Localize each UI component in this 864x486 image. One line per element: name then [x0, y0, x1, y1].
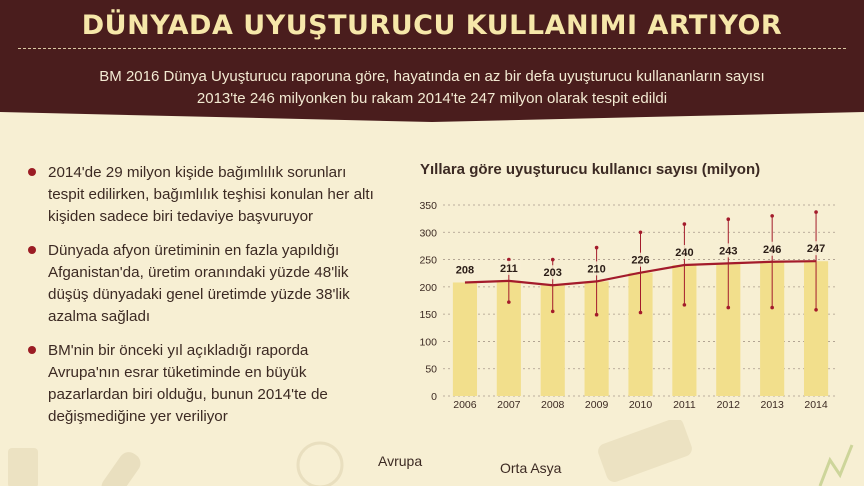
bullet-text: Dünyada afyon üretiminin en fazla yapıld…	[48, 242, 350, 325]
data-label-bg	[540, 265, 565, 280]
series-line	[464, 260, 817, 287]
x-tick-label: 2007	[497, 399, 521, 411]
range-low-point	[638, 310, 643, 315]
x-tick-label: 2006	[453, 399, 477, 411]
bullet-text: BM'nin bir önceki yıl açıkladığı raporda…	[48, 342, 328, 425]
data-label-bg	[628, 252, 653, 267]
map-label-avrupa: Avrupa	[378, 453, 423, 469]
range-high-point	[770, 214, 774, 218]
data-label: 240	[675, 247, 693, 259]
page-title: DÜNYADA UYUŞTURUCU KULLANIMI ARTIYOR	[81, 10, 783, 41]
range-low-point	[814, 307, 818, 312]
bullet-list: 2014'de 29 milyon kişide bağımlılık soru…	[28, 162, 378, 440]
range-high-point	[594, 245, 599, 250]
bullet-item: Dünyada afyon üretiminin en fazla yapıld…	[28, 240, 378, 328]
bullet-item: BM'nin bir önceki yıl açıkladığı raporda…	[28, 340, 378, 428]
bullet-dot-icon	[28, 246, 36, 254]
y-tick-label: 100	[419, 336, 437, 348]
page-subtitle: BM 2016 Dünya Uyuşturucu raporuna göre, …	[40, 66, 824, 110]
data-label: 211	[500, 263, 518, 275]
y-tick-label: 0	[431, 391, 437, 403]
range-high-point	[814, 210, 818, 214]
range-low-point	[550, 309, 555, 314]
data-label-bg	[584, 261, 609, 276]
chart-title: Yıllara göre uyuşturucu kullanıcı sayısı…	[420, 161, 760, 178]
bullet-dot-icon	[28, 346, 36, 354]
capsule-icon	[101, 452, 141, 486]
y-tick-label: 200	[419, 282, 437, 294]
y-tick-label: 150	[419, 309, 437, 321]
range-high-point	[550, 257, 555, 262]
chart-bars: 2006 2007 2008 2009 2010 2011 2012 2013 2014	[452, 261, 829, 411]
data-label: 203	[544, 267, 562, 279]
data-label-bg	[716, 243, 741, 258]
range-low-point	[726, 305, 731, 310]
bullet-text: 2014'de 29 milyon kişide bağımlılık soru…	[48, 164, 374, 225]
subtitle-line-1: BM 2016 Dünya Uyuşturucu raporuna göre, …	[99, 68, 765, 85]
data-label: 226	[631, 255, 649, 267]
data-label-bg	[804, 241, 829, 256]
bullet-item: 2014'de 29 milyon kişide bağımlılık soru…	[28, 162, 378, 228]
trend-icon	[818, 444, 854, 486]
y-tick-label: 250	[419, 255, 437, 267]
subtitle-line-2: 2013'te 246 milyonken bu rakam 2014'te 2…	[196, 90, 668, 107]
y-tick-label: 350	[419, 200, 437, 212]
x-tick-label: 2011	[673, 399, 696, 411]
header-notch	[0, 112, 864, 122]
data-label: 243	[719, 245, 737, 257]
x-tick-label: 2010	[629, 399, 653, 411]
x-tick-label: 2008	[541, 399, 565, 411]
range-high-point	[726, 217, 731, 221]
bar	[452, 282, 478, 396]
data-label-bg	[672, 245, 697, 260]
data-label: 246	[763, 244, 781, 256]
x-tick-label: 2014	[804, 399, 828, 411]
data-label: 210	[587, 263, 605, 275]
data-label-bg	[760, 241, 785, 256]
data-label: 208	[456, 264, 474, 276]
range-low-point	[770, 305, 774, 310]
y-tick-label: 50	[425, 364, 437, 376]
range-high-point	[507, 257, 511, 262]
range-low-point	[507, 300, 511, 304]
range-high-point	[682, 222, 687, 226]
data-label-bg	[496, 260, 521, 275]
range-high-point	[638, 230, 643, 235]
decorative-illustrations	[8, 420, 854, 486]
leaf-icon	[296, 441, 344, 486]
header-banner: DÜNYADA UYUŞTURUCU KULLANIMI ARTIYOR BM …	[0, 0, 864, 112]
x-tick-label: 2012	[717, 399, 741, 411]
x-tick-label: 2009	[585, 399, 609, 411]
range-low-point	[682, 303, 687, 307]
data-label-bg	[452, 262, 477, 277]
chart-labels: 208 211 203 210 226 240 243 246 247	[452, 241, 829, 280]
y-tick-label: 300	[419, 227, 437, 239]
map-label-orta-asya: Orta Asya	[500, 460, 562, 476]
chart-line	[464, 260, 817, 287]
bottle-icon	[8, 448, 38, 486]
pill-pack-icon	[598, 420, 692, 482]
data-label: 247	[807, 243, 825, 255]
x-tick-label: 2013	[760, 399, 784, 411]
bullet-dot-icon	[28, 168, 36, 176]
range-low-point	[594, 312, 599, 317]
header-divider	[18, 48, 846, 49]
